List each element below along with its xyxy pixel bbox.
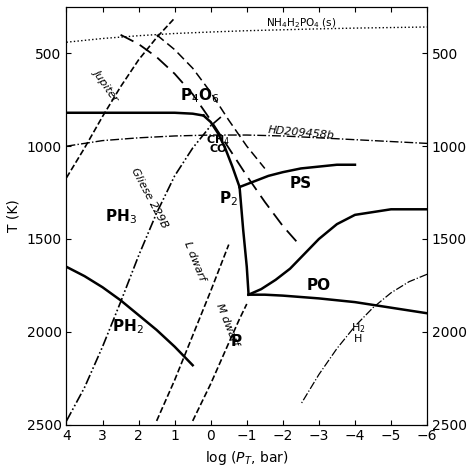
Text: PH$_2$: PH$_2$ xyxy=(112,317,144,336)
Text: H$_2$: H$_2$ xyxy=(351,321,366,335)
Text: P: P xyxy=(230,334,242,348)
Text: NH$_4$H$_2$PO$_4$ (s): NH$_4$H$_2$PO$_4$ (s) xyxy=(266,16,336,29)
Text: P$_4$O$_6$: P$_4$O$_6$ xyxy=(180,87,220,105)
Text: PH$_3$: PH$_3$ xyxy=(105,207,137,226)
Text: M dwarf: M dwarf xyxy=(214,302,240,347)
Text: PS: PS xyxy=(290,176,312,191)
Text: Gliese 229B: Gliese 229B xyxy=(129,166,170,230)
Text: H: H xyxy=(355,334,363,344)
Y-axis label: T (K): T (K) xyxy=(7,200,21,232)
Text: CO: CO xyxy=(209,144,227,154)
Text: L dwarf: L dwarf xyxy=(182,240,207,283)
Text: P$_2$: P$_2$ xyxy=(219,189,238,208)
Text: CH$_4$: CH$_4$ xyxy=(206,133,230,146)
X-axis label: log ($P_T$, bar): log ($P_T$, bar) xyxy=(205,449,289,467)
Text: Jupiter: Jupiter xyxy=(91,67,121,103)
Text: PO: PO xyxy=(307,278,331,293)
Text: HD209458b: HD209458b xyxy=(267,125,335,141)
